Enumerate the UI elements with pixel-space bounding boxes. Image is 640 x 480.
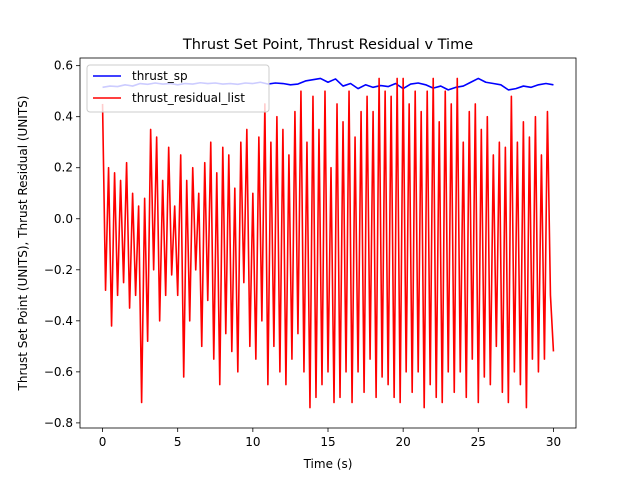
- y-tick-label: −0.2: [44, 263, 73, 277]
- y-tick-label: 0.2: [54, 161, 73, 175]
- x-axis-label: Time (s): [303, 457, 353, 471]
- x-tick-label: 30: [546, 435, 561, 449]
- x-tick-label: 20: [396, 435, 411, 449]
- legend-label-thrust-residual: thrust_residual_list: [132, 91, 245, 105]
- y-tick-label: −0.8: [44, 416, 73, 430]
- legend: thrust_sp thrust_residual_list: [86, 64, 270, 113]
- x-axis-ticks: 0 5 10 15 20 25 30: [99, 428, 561, 449]
- y-tick-label: −0.4: [44, 314, 73, 328]
- x-tick-label: 5: [174, 435, 182, 449]
- y-tick-label: 0.4: [54, 110, 73, 124]
- legend-label-thrust-sp: thrust_sp: [132, 69, 188, 83]
- y-tick-label: 0.0: [54, 212, 73, 226]
- y-axis-ticks: −0.8 −0.6 −0.4 −0.2 0.0 0.2 0.4 0.6: [44, 59, 80, 430]
- series-line-thrust-residual-list: [101, 77, 555, 409]
- x-tick-label: 25: [471, 435, 486, 449]
- legend-box: [86, 64, 270, 113]
- x-tick-label: 0: [99, 435, 107, 449]
- y-axis-label: Thrust Set Point (UNITS), Thrust Residua…: [16, 96, 30, 392]
- y-tick-label: −0.6: [44, 365, 73, 379]
- x-tick-label: 15: [320, 435, 335, 449]
- x-tick-label: 10: [245, 435, 260, 449]
- chart-title: Thrust Set Point, Thrust Residual v Time: [182, 37, 473, 53]
- y-tick-label: 0.6: [54, 59, 73, 73]
